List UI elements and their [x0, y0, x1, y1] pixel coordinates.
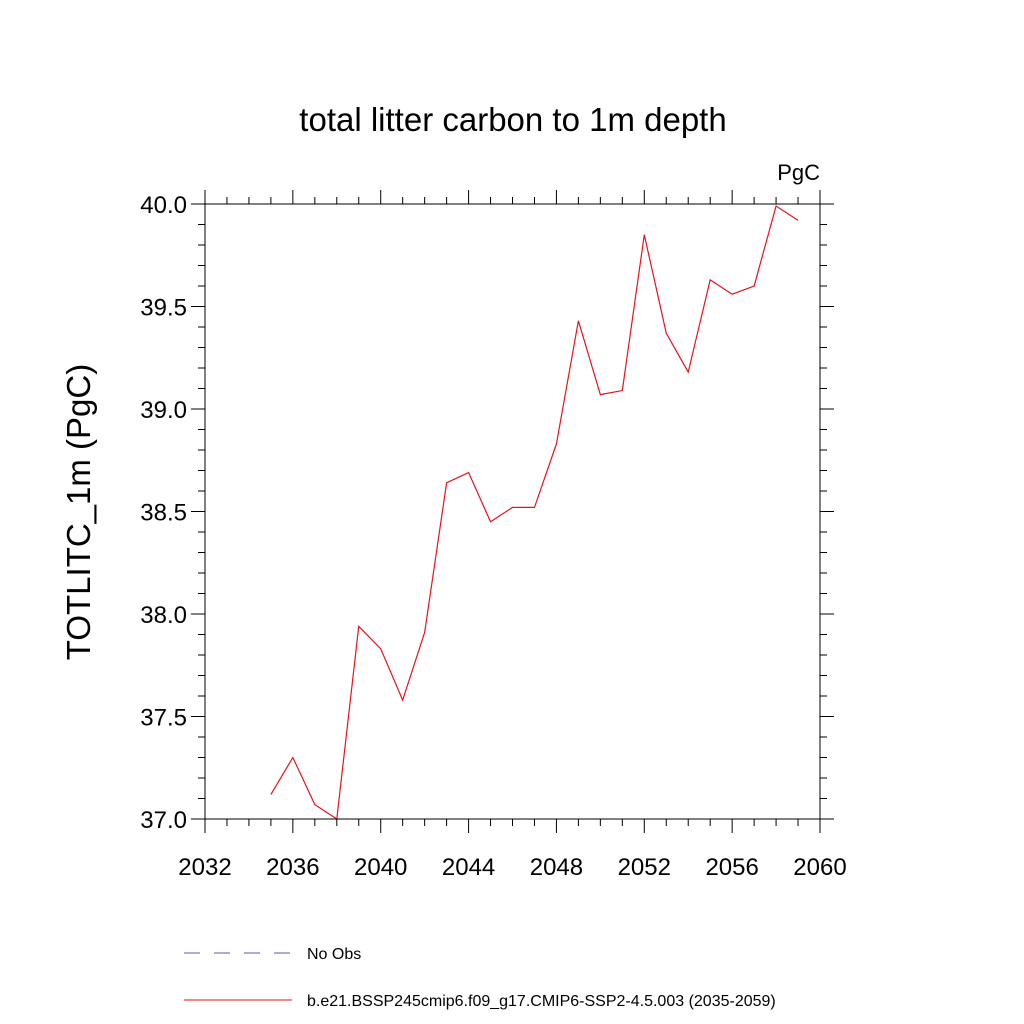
legend-entry: No Obs [307, 946, 361, 963]
y-tick-labels: 37.0 37.5 38.0 38.5 39.0 39.5 40.0 [140, 192, 187, 834]
x-tick-label: 2040 [354, 854, 407, 881]
y-tick-label: 39.0 [140, 397, 187, 424]
y-tick-label: 37.0 [140, 807, 187, 834]
units-label: PgC [777, 160, 820, 185]
legend: No Obs b.e21.BSSP245cmip6.f09_g17.CMIP6-S… [184, 946, 776, 1010]
y-tick-label: 37.5 [140, 705, 187, 732]
x-tick-label: 2036 [266, 854, 319, 881]
x-tick-label: 2060 [793, 854, 846, 881]
x-tick-label: 2032 [178, 854, 231, 881]
y-tick-label: 39.5 [140, 295, 187, 322]
y-tick-label: 38.0 [140, 602, 187, 629]
x-tick-label: 2048 [530, 854, 583, 881]
series-line [270, 205, 799, 821]
plot-frame [204, 203, 821, 820]
axis-ticks [191, 190, 834, 833]
y-tick-label: 40.0 [140, 192, 187, 219]
x-tick-label: 2052 [618, 854, 671, 881]
x-tick-label: 2056 [705, 854, 758, 881]
legend-entry: b.e21.BSSP245cmip6.f09_g17.CMIP6-SSP2-4.… [307, 993, 776, 1010]
y-tick-label: 38.5 [140, 500, 187, 527]
chart-title: total litter carbon to 1m depth [299, 101, 726, 138]
x-tick-labels: 2032 2036 2040 2044 2048 2052 2056 2060 [178, 854, 846, 881]
data-series [270, 205, 799, 821]
x-tick-label: 2044 [442, 854, 495, 881]
y-axis-label: TOTLITC_1m (PgC) [60, 364, 97, 660]
